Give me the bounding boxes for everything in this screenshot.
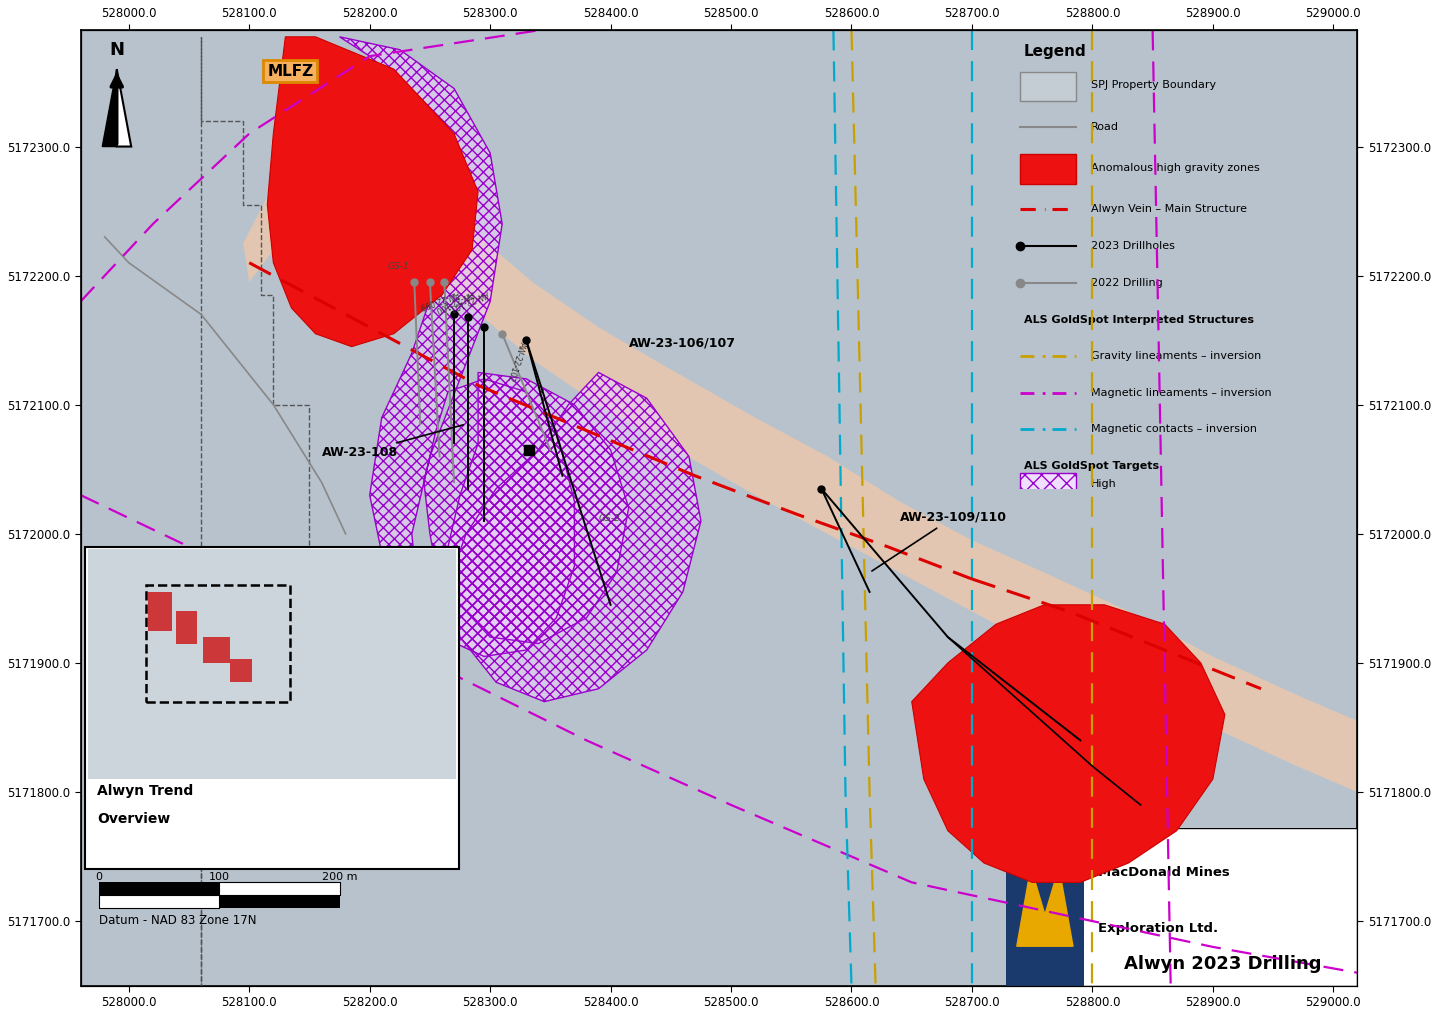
Text: 200 m: 200 m [322,872,357,882]
Bar [230,659,252,683]
Polygon shape [267,37,477,346]
Text: AW-23-109/110: AW-23-109/110 [871,511,1007,571]
Polygon shape [449,373,628,643]
Polygon shape [912,605,1225,882]
Text: N: N [109,41,124,59]
Text: MLFZ: MLFZ [267,64,313,78]
Text: AW-22-101: AW-22-101 [449,289,490,313]
Text: 100: 100 [209,872,230,882]
Text: GS-1: GS-1 [388,262,410,271]
Text: Alwyn Trend: Alwyn Trend [98,783,194,798]
Text: AW-23-108: AW-23-108 [322,425,463,459]
Text: AW-22-099: AW-22-099 [418,289,460,311]
Bar [88,550,456,779]
Bar [85,547,459,870]
Polygon shape [116,69,131,146]
Polygon shape [339,37,574,656]
Text: AW-22-100: AW-22-100 [433,289,475,315]
Bar [148,592,173,631]
Bar [203,637,230,662]
Polygon shape [243,160,1357,792]
Bar [145,585,290,702]
Polygon shape [102,69,116,146]
Text: AW-22-102: AW-22-102 [506,340,526,382]
Text: AW-23-106/107: AW-23-106/107 [628,336,736,350]
Bar [175,612,197,643]
Text: Overview: Overview [98,812,171,826]
Text: Datum - NAD 83 Zone 17N: Datum - NAD 83 Zone 17N [99,913,256,927]
Polygon shape [449,373,700,702]
Text: Alwyn 2023 Drilling: Alwyn 2023 Drilling [1123,955,1322,972]
Text: 0: 0 [95,872,102,882]
Text: GS-2: GS-2 [598,514,620,523]
